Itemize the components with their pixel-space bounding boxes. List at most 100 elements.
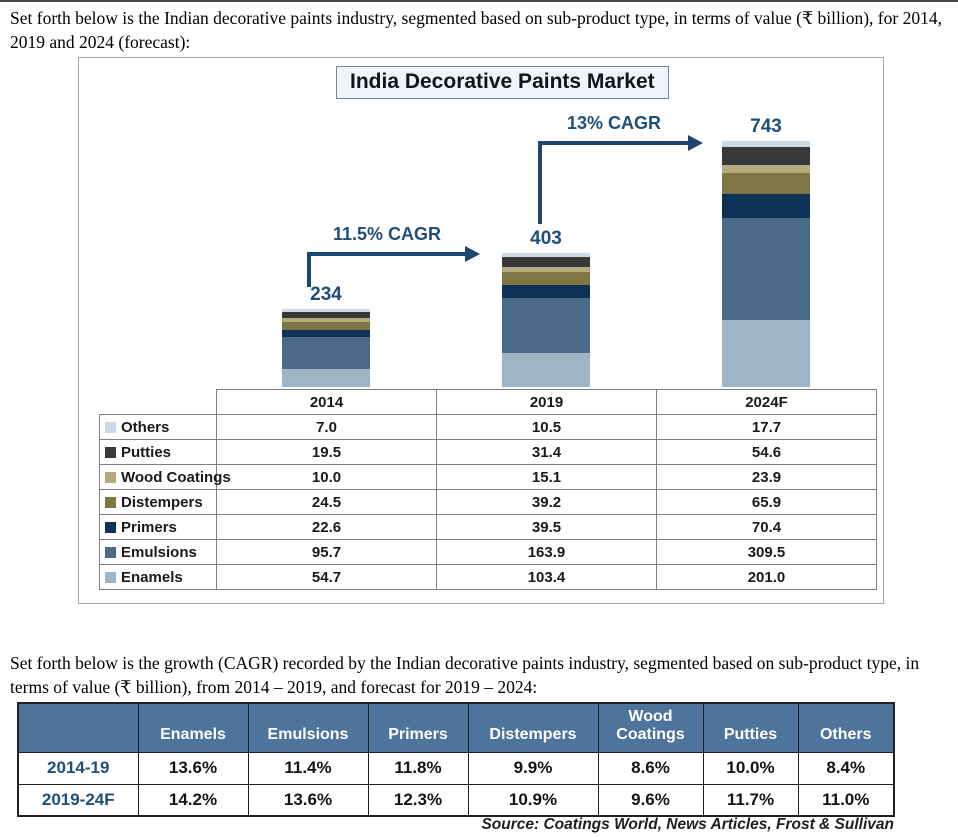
legend-swatch-icon [105, 496, 116, 508]
paints-market-chart: India Decorative Paints Market 234 403 743… [78, 57, 884, 604]
value-cell: 10.0 [216, 464, 437, 490]
bar-segment-emulsions [722, 217, 810, 321]
cagr-column-header: Enamels [137, 702, 249, 753]
value-cell: 15.1 [436, 464, 657, 490]
value-cell: 309.5 [656, 539, 877, 565]
arrow-horizontal-segment [538, 141, 690, 145]
cagr-column-header: Others [797, 702, 895, 753]
value-cell: 22.6 [216, 514, 437, 540]
legend-cell-emulsions: Emulsions [99, 539, 217, 565]
value-cell: 65.9 [656, 489, 877, 515]
value-cell: 19.5 [216, 439, 437, 465]
bar-segment-wood-coatings [722, 164, 810, 173]
cagr-value-cell: 13.6% [137, 751, 249, 785]
cagr-column-header: Emulsions [247, 702, 369, 753]
bar-segment-putties [722, 146, 810, 165]
value-cell: 23.9 [656, 464, 877, 490]
value-cell: 70.4 [656, 514, 877, 540]
table-row: 2019-24F 14.2% 13.6% 12.3% 10.9% 9.6% 11.7% 11.… [17, 783, 895, 817]
arrow-horizontal-segment [307, 252, 467, 256]
intro-paragraph-cagr: Set forth below is the growth (CAGR) rec… [10, 653, 920, 697]
page-top-edge [0, 0, 958, 2]
legend-cell-enamels: Enamels [99, 564, 217, 590]
intro-paragraph-market-value: Set forth below is the Indian decorative… [10, 8, 942, 52]
bar-segment-distempers [282, 321, 370, 330]
cagr-column-header: Wood Coatings [597, 702, 704, 753]
bar-segment-primers [722, 194, 810, 218]
cagr-value-cell: 10.9% [467, 783, 599, 817]
cagr-value-cell: 11.8% [367, 751, 469, 785]
cagr-value-cell: 11.4% [247, 751, 369, 785]
table-corner-cell [100, 390, 217, 415]
arrow-vertical-segment [538, 141, 542, 224]
value-cell: 17.7 [656, 414, 877, 440]
cagr-annotation-2014-2019: 11.5% CAGR [332, 224, 442, 244]
value-cell: 24.5 [216, 489, 437, 515]
arrow-vertical-segment [307, 252, 311, 287]
value-cell: 163.9 [436, 539, 657, 565]
table-row: Others 7.0 10.5 17.7 [99, 414, 877, 440]
value-cell: 10.5 [436, 414, 657, 440]
bar-segment-emulsions [502, 298, 590, 353]
cagr-value-cell: 11.0% [797, 783, 895, 817]
bar-total-label-2019: 403 [530, 228, 562, 249]
bar-segment-wood-coatings [282, 318, 370, 322]
bar-segment-distempers [502, 272, 590, 286]
table-row: Wood Coatings 10.0 15.1 23.9 [99, 464, 877, 490]
bar-segment-primers [282, 329, 370, 338]
bar-segment-enamels [282, 368, 370, 387]
cagr-annotation-2019-2024: 13% CAGR [566, 113, 662, 133]
value-cell: 39.2 [436, 489, 657, 515]
table-row: Distempers 24.5 39.2 65.9 [99, 489, 877, 515]
chart-value-table: 2014 2019 2024F Others 7.0 10.5 17.7 Putties 19… [99, 389, 877, 590]
bar-segment-putties [282, 311, 370, 319]
bar-segment-emulsions [282, 337, 370, 369]
year-column-header: 2014 [216, 389, 437, 415]
bar-segment-putties [502, 256, 590, 268]
cagr-value-cell: 10.0% [702, 751, 799, 785]
chart-title: India Decorative Paints Market [336, 66, 669, 99]
value-cell: 54.6 [656, 439, 877, 465]
table-row: Putties 19.5 31.4 54.6 [99, 439, 877, 465]
bar-segment-others [722, 140, 810, 147]
bar-segment-others [282, 309, 370, 312]
cagr-value-cell: 11.7% [702, 783, 799, 817]
legend-cell-others: Others [99, 414, 217, 440]
cagr-column-header: Putties [702, 702, 799, 753]
legend-cell-putties: Putties [99, 439, 217, 465]
cagr-value-cell: 8.6% [597, 751, 704, 785]
source-attribution: Source: Coatings World, News Articles, F… [481, 816, 894, 833]
bar-segment-enamels [722, 320, 810, 387]
cagr-value-cell: 8.4% [797, 751, 895, 785]
stacked-bar-2024F [722, 140, 810, 387]
bar-segment-distempers [722, 172, 810, 195]
bar-total-label-2024F: 743 [750, 116, 782, 137]
cagr-value-cell: 9.9% [467, 751, 599, 785]
table-row: Enamels 54.7 103.4 201.0 [99, 564, 877, 590]
legend-cell-distempers: Distempers [99, 489, 217, 515]
cagr-value-cell: 14.2% [137, 783, 249, 817]
cagr-table: Enamels Emulsions Primers Distempers Wood Co… [17, 702, 895, 818]
bar-segment-primers [502, 285, 590, 299]
cagr-column-header: Distempers [467, 702, 599, 753]
year-column-header: 2019 [436, 389, 657, 415]
cagr-column-header: Primers [367, 702, 469, 753]
bar-segment-others [502, 253, 590, 257]
table-row: Primers 22.6 39.5 70.4 [99, 514, 877, 540]
bar-segment-enamels [502, 352, 590, 387]
value-cell: 103.4 [436, 564, 657, 590]
value-cell: 201.0 [656, 564, 877, 590]
cagr-value-cell: 12.3% [367, 783, 469, 817]
value-cell: 31.4 [436, 439, 657, 465]
period-row-label: 2019-24F [17, 783, 139, 817]
value-cell: 54.7 [216, 564, 437, 590]
legend-swatch-icon [105, 521, 116, 533]
stacked-bar-2014 [282, 309, 370, 387]
arrow-head-icon [465, 246, 480, 262]
legend-swatch-icon [105, 546, 116, 558]
arrow-head-icon [688, 135, 703, 151]
cagr-value-cell: 9.6% [597, 783, 704, 817]
table-row: Emulsions 95.7 163.9 309.5 [99, 539, 877, 565]
period-row-label: 2014-19 [17, 751, 139, 785]
